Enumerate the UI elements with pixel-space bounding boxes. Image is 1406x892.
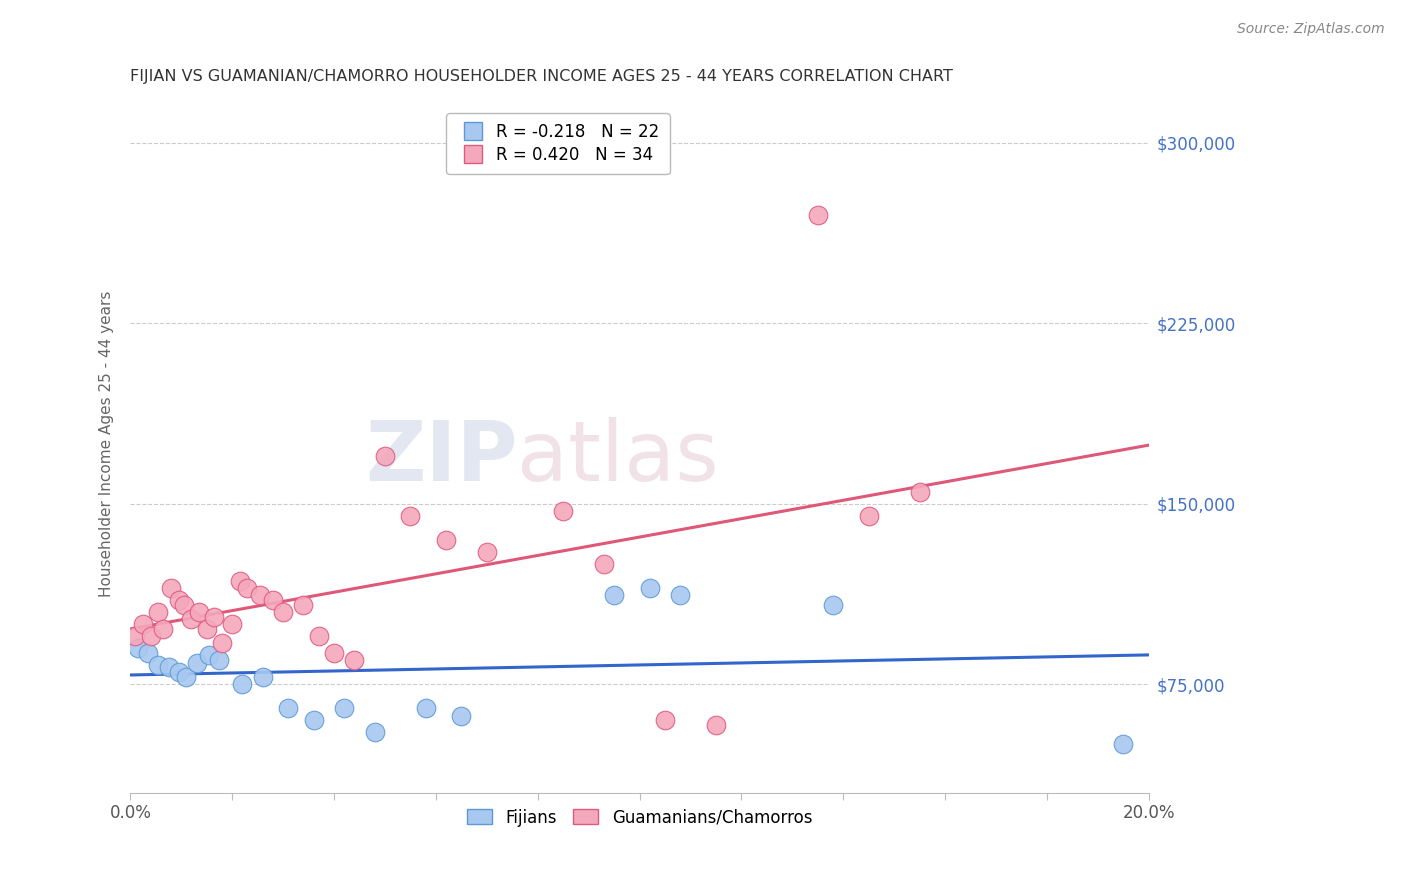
Point [292,598,315,612]
Point [202,610,225,624]
Point [654,714,676,728]
Point [157,660,180,674]
Point [593,557,616,571]
Point [136,646,159,660]
Point [343,653,366,667]
Point [229,574,252,588]
Point [908,484,931,499]
Point [148,605,170,619]
Point [277,701,299,715]
Point [807,208,830,222]
Point [124,629,146,643]
Text: Source: ZipAtlas.com: Source: ZipAtlas.com [1237,22,1385,37]
Point [858,508,880,523]
Point [152,622,174,636]
Point [333,701,356,715]
Point [132,617,155,632]
Point [1112,738,1135,752]
Point [127,641,149,656]
Point [231,677,253,691]
Point [173,598,195,612]
Point [323,646,346,660]
Point [553,504,575,518]
Point [211,636,233,650]
Point [249,588,271,602]
Point [364,725,387,739]
Text: ZIP: ZIP [364,417,517,498]
Point [704,718,727,732]
Point [188,605,211,619]
Point [603,588,626,602]
Point [475,545,498,559]
Point [302,714,325,728]
Point [198,648,221,663]
Point [638,581,661,595]
Point [195,622,218,636]
Point [450,708,472,723]
Point [180,612,202,626]
Point [221,617,243,632]
Legend: Fijians, Guamanians/Chamorros: Fijians, Guamanians/Chamorros [460,802,818,833]
Point [186,656,208,670]
Point [167,593,190,607]
Point [308,629,330,643]
Point [167,665,190,680]
Point [208,653,231,667]
Point [374,449,396,463]
Y-axis label: Householder Income Ages 25 - 44 years: Householder Income Ages 25 - 44 years [100,290,114,597]
Point [821,598,844,612]
Point [148,658,170,673]
Text: FIJIAN VS GUAMANIAN/CHAMORRO HOUSEHOLDER INCOME AGES 25 - 44 YEARS CORRELATION C: FIJIAN VS GUAMANIAN/CHAMORRO HOUSEHOLDER… [131,69,953,84]
Point [139,629,162,643]
Text: atlas: atlas [517,417,718,498]
Point [434,533,457,547]
Point [669,588,692,602]
Point [252,670,274,684]
Point [415,701,437,715]
Point [262,593,284,607]
Point [399,508,422,523]
Point [236,581,259,595]
Point [160,581,183,595]
Point [271,605,294,619]
Point [176,670,198,684]
